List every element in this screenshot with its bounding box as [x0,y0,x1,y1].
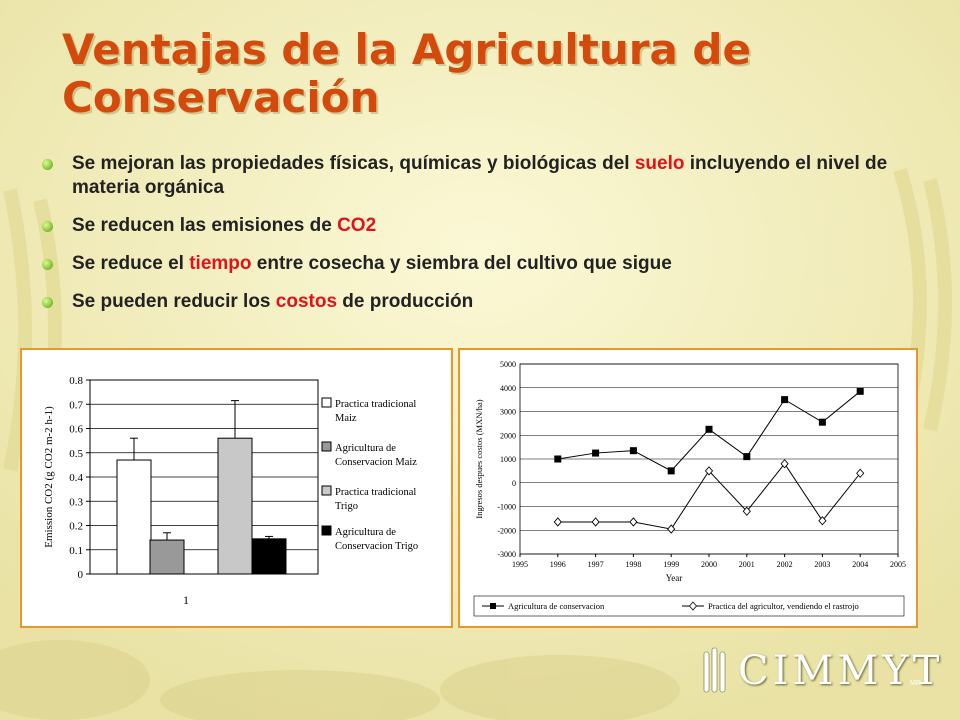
y-tick-label: 0.2 [69,521,83,533]
y-axis-label: Emission CO2 (g CO2 m-2 h-1) [43,406,55,548]
y-tick-label: 0.8 [69,375,83,387]
data-point [554,455,562,463]
data-point [629,517,638,527]
bullet-text: Se mejoran las propiedades físicas, quím… [72,153,635,174]
data-point [553,517,562,527]
bullet-dot-icon [42,221,53,232]
legend-marker [490,603,496,609]
data-point [743,453,751,461]
x-tick-label: 1999 [663,560,679,569]
bullet-item: Se reduce el tiempo entre cosecha y siem… [42,252,942,276]
wheat-icon [703,647,726,693]
data-point [704,466,714,476]
bullet-item: Se pueden reducir los costos de producci… [42,290,942,314]
bullet-text: Se reduce el [72,253,190,274]
data-point [780,459,789,469]
y-tick-label: -2000 [497,526,516,535]
y-tick-label: -3000 [497,550,516,559]
data-point [591,517,600,527]
y-tick-label: 0.3 [69,496,83,508]
legend-swatch [321,485,332,496]
legend-label: Practica del agricultor, vendiendo el ra… [708,601,859,611]
data-point [856,387,864,395]
y-axis-label: Ingresos despues costos (MXN/ha) [474,399,484,518]
x-tick-label: 2005 [890,560,906,569]
y-tick-label: 3000 [500,408,516,417]
bar [149,539,185,575]
data-point [742,506,751,516]
bullet-item: Se reducen las emisiones de CO2 [42,214,942,238]
legend-swatch [321,525,332,536]
bar [217,437,253,575]
bullet-dot-icon [42,297,53,308]
bullet-text: Se pueden reducir los [72,291,276,312]
y-tick-label: 0.1 [69,545,83,557]
x-tick-label: 2003 [814,560,830,569]
data-point [781,396,789,404]
line-chart-svg: -3000 -2000 -1000 0 1000 2000 3000 4000 5000 1995… [473,360,906,617]
y-tick-label: 0.5 [69,448,83,460]
bullet-highlight: costos [275,291,338,312]
slide-title: Ventajas de la Agricultura de Conservaci… [62,25,751,123]
legend-label: Agricultura de Conservacion Trigo [335,527,418,552]
data-point [818,516,827,526]
y-tick-label: 0.7 [69,399,83,411]
x-tick-label: 1998 [625,560,641,569]
bar [251,538,287,575]
data-point [629,447,637,455]
logo-text: CIMMYT [738,648,944,694]
bullet-item: Se mejoran las propiedades físicas, quím… [42,152,942,200]
y-tick-label: 2000 [500,431,516,440]
data-point [667,524,676,534]
bullet-highlight: tiempo [189,253,252,274]
legend-swatch [321,441,332,452]
cimmyt-logo: CIMMYT MR [700,644,939,700]
data-point [592,449,600,457]
bullet-text: de producción [337,291,474,312]
x-tick-label: 1997 [588,560,604,569]
bullet-list: Se mejoran las propiedades físicas, quím… [42,152,942,328]
bullet-text: Se reducen las emisiones de [72,215,338,236]
x-tick-label: 1996 [550,560,566,569]
x-tick-label: 2000 [701,560,717,569]
x-tick-label: 2002 [777,560,793,569]
co2-emission-bar-chart: 0 0.1 0.2 0.3 0.4 0.5 0.6 0.7 0.8 1 Emission CO2 (… [20,348,453,628]
y-tick-label: 4000 [500,384,516,393]
y-tick-label: 5000 [500,360,516,369]
y-tick-label: 0 [78,569,84,581]
x-tick-label: 2001 [739,560,755,569]
x-axis-label: Year [666,573,683,583]
legend-box [473,595,905,617]
legend-label: Agricultura de Conservacion Maiz [335,443,417,468]
x-tick-label: 1 [183,593,189,607]
legend-swatch [321,397,332,408]
income-line-chart: -3000 -2000 -1000 0 1000 2000 3000 4000 5000 1995… [458,348,918,628]
data-point [705,425,713,433]
x-tick-label: 2004 [852,560,868,569]
bar [116,459,152,575]
bullet-text: incluyendo el nivel de materia orgánica [72,153,888,198]
data-point [818,418,826,426]
data-point [667,467,675,475]
y-tick-label: 0.4 [69,472,83,484]
bullet-dot-icon [42,159,53,170]
bullet-highlight: suelo [634,153,685,174]
logo-mark: MR [910,680,921,687]
y-tick-label: -1000 [497,503,516,512]
legend-label: Agricultura de conservacion [508,601,605,611]
y-tick-label: 1000 [500,455,516,464]
y-tick-label: 0 [512,479,516,488]
bullet-text: entre cosecha y siembra del cultivo que … [251,253,672,274]
bullet-dot-icon [42,259,53,270]
bar-chart-svg: 0 0.1 0.2 0.3 0.4 0.5 0.6 0.7 0.8 1 Emission CO2 (… [43,375,418,607]
y-tick-label: 0.6 [69,424,83,436]
x-tick-label: 1995 [512,560,528,569]
legend-marker [688,601,698,611]
data-point [856,468,865,478]
legend-label: Practica tradicional Maiz [335,399,416,424]
legend-label: Practica tradicional Trigo [335,487,416,512]
bullet-highlight: CO2 [337,215,377,236]
